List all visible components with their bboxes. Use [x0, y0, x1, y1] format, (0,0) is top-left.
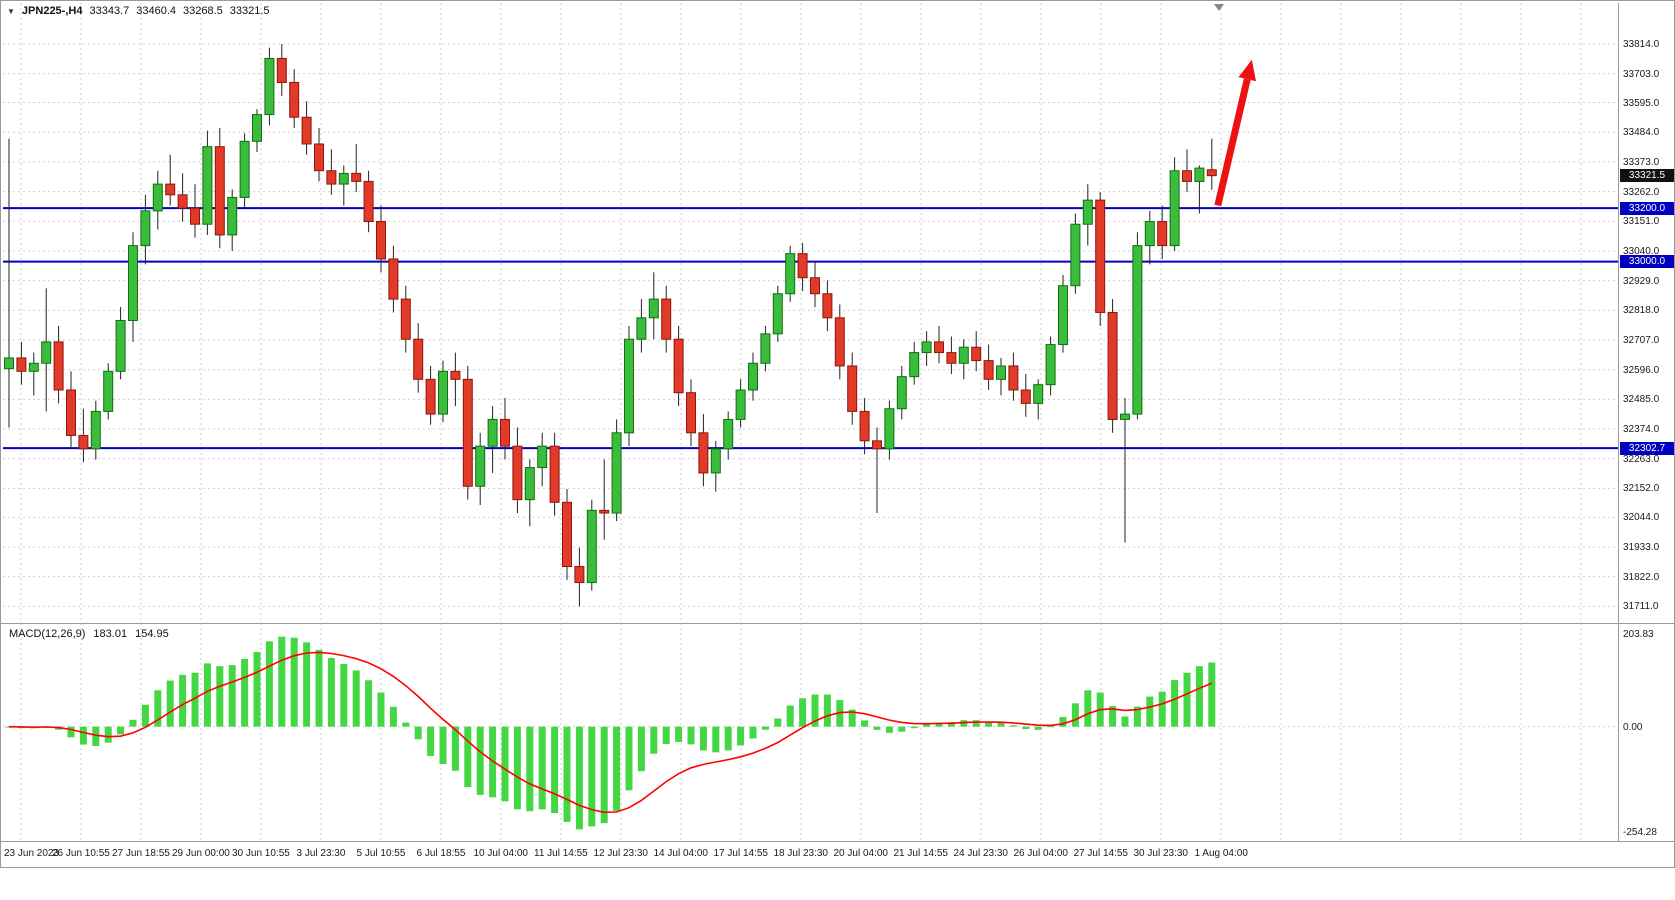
chart-title-bar: ▼ JPN225-,H4 33343.7 33460.4 33268.5 333…	[7, 5, 270, 17]
ohlc-close-value: 33321.5	[229, 5, 270, 17]
trend-arrow-head[interactable]	[1238, 59, 1257, 82]
macd-axis-zero-label: 0.00	[1623, 721, 1643, 733]
price-axis-label: 33703.0	[1623, 68, 1660, 80]
time-axis-label: 21 Jul 14:55	[893, 848, 949, 859]
macd-axis-max-label: 203.83	[1623, 629, 1654, 640]
time-axis-label: 18 Jul 23:30	[773, 848, 829, 859]
time-axis-label: 6 Jul 18:55	[416, 848, 466, 859]
macd-main-value: 183.01	[93, 628, 128, 640]
current-price-tag: 33321.5	[1620, 169, 1674, 183]
price-axis-label: 32152.0	[1623, 483, 1660, 495]
price-axis-label: 32044.0	[1623, 512, 1660, 524]
price-axis-label: 33814.0	[1623, 38, 1660, 50]
macd-histogram	[5, 636, 1216, 830]
time-axis-label: 17 Jul 14:55	[713, 848, 769, 859]
price-axis-label: 33151.0	[1623, 216, 1660, 228]
time-axis-label: 3 Jul 23:30	[296, 848, 346, 859]
price-axis-label: 32374.0	[1623, 424, 1660, 436]
macd-signal-line	[8, 651, 1213, 814]
time-axis-label: 30 Jul 23:30	[1133, 848, 1189, 859]
candles-layer[interactable]	[4, 43, 1217, 607]
price-axis-label: 31933.0	[1623, 541, 1660, 553]
level-price-tag: 32302.7	[1620, 441, 1674, 455]
price-axis-label: 33262.0	[1623, 186, 1660, 198]
macd-signal-value: 154.95	[135, 628, 169, 640]
chart-canvas[interactable]	[1, 1, 1674, 867]
price-axis-label: 33595.0	[1623, 97, 1660, 109]
chart-shift-marker-icon[interactable]	[1214, 4, 1224, 11]
ohlc-high-value: 33460.4	[136, 5, 176, 17]
time-axis-label: 5 Jul 10:55	[356, 848, 406, 859]
time-axis-label: 29 Jun 00:00	[172, 848, 230, 859]
ohlc-open-value: 33343.7	[89, 5, 130, 17]
time-axis-label: 11 Jul 14:55	[534, 848, 588, 859]
price-axis-label: 32263.0	[1623, 453, 1660, 465]
ohlc-low-value: 33268.5	[183, 5, 223, 17]
time-axis-label: 10 Jul 04:00	[473, 848, 529, 859]
time-axis-label: 26 Jun 10:55	[52, 848, 110, 859]
price-axis-label: 32818.0	[1623, 305, 1660, 317]
price-axis-label: 32485.0	[1623, 394, 1660, 406]
macd-axis-min-label: -254.28	[1623, 827, 1657, 838]
time-axis-label: 26 Jul 04:00	[1013, 848, 1069, 859]
price-axis-label: 33484.0	[1623, 127, 1660, 139]
macd-name: MACD(12,26,9)	[9, 628, 86, 640]
trading-chart-window: ▼ JPN225-,H4 33343.7 33460.4 33268.5 333…	[0, 0, 1675, 868]
time-axis-label: 24 Jul 23:30	[953, 848, 1009, 859]
level-price-tag: 33200.0	[1620, 201, 1674, 215]
price-axis-label: 33373.0	[1623, 156, 1660, 168]
price-axis-label: 32929.0	[1623, 275, 1660, 287]
level-price-tag: 33000.0	[1620, 255, 1674, 269]
symbol-period-label: JPN225-,H4	[21, 5, 83, 17]
horizontal-gridlines	[3, 43, 1618, 607]
time-axis-label: 30 Jun 10:55	[232, 848, 290, 859]
price-axis-label: 31822.0	[1623, 571, 1660, 583]
time-axis-label: 14 Jul 04:00	[653, 848, 709, 859]
price-axis-label: 32596.0	[1623, 364, 1660, 376]
price-axis-label: 31711.0	[1623, 601, 1659, 613]
macd-indicator-label: MACD(12,26,9) 183.01 154.95	[9, 628, 169, 640]
price-axis-label: 33040.0	[1623, 245, 1660, 257]
price-axis-label: 32707.0	[1623, 335, 1660, 346]
chart-menu-icon[interactable]: ▼	[7, 6, 15, 16]
time-axis-label: 1 Aug 04:00	[1194, 848, 1248, 859]
trend-arrow[interactable]	[1214, 78, 1251, 207]
time-axis-label: 20 Jul 04:00	[833, 848, 889, 859]
time-axis-label: 27 Jul 14:55	[1073, 848, 1129, 859]
time-axis-label: 27 Jun 18:55	[112, 848, 170, 859]
time-axis-label: 12 Jul 23:30	[593, 848, 649, 859]
time-axis-label: 23 Jun 2023	[4, 848, 60, 859]
